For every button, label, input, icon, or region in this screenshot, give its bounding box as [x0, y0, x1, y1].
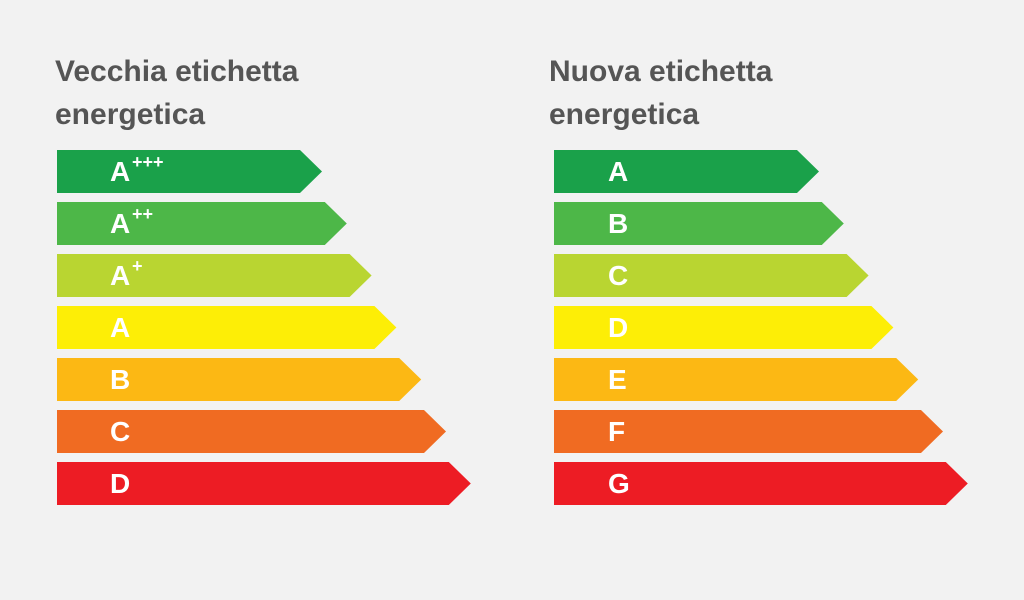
- energy-bar: [554, 462, 968, 505]
- class-letter: G: [608, 468, 630, 499]
- class-superscript: +++: [132, 152, 164, 172]
- energy-bar: [554, 410, 943, 453]
- class-letter: A: [110, 208, 130, 239]
- class-letter: E: [608, 364, 627, 395]
- class-letter: A: [110, 260, 130, 291]
- class-letter: F: [608, 416, 625, 447]
- left-title: Vecchia etichetta energetica: [55, 55, 299, 131]
- energy-bar: [57, 202, 347, 245]
- class-letter: B: [110, 364, 130, 395]
- right-title: Nuova etichetta energetica: [549, 55, 773, 131]
- class-letter: C: [110, 416, 130, 447]
- energy-bar: [57, 358, 422, 401]
- energy-bar: [554, 306, 894, 349]
- energy-bar: [57, 150, 322, 193]
- class-letter: A: [110, 156, 130, 187]
- energy-bar: [554, 202, 844, 245]
- energy-bar: [554, 358, 919, 401]
- energy-bar: [57, 254, 372, 297]
- energy-bar: [554, 254, 869, 297]
- class-letter: B: [608, 208, 628, 239]
- class-letter: C: [608, 260, 628, 291]
- class-superscript: +: [132, 256, 143, 276]
- class-letter: A: [110, 312, 130, 343]
- energy-bar: [57, 462, 471, 505]
- class-letter: D: [110, 468, 130, 499]
- class-letter: D: [608, 312, 628, 343]
- energy-bar: [57, 410, 446, 453]
- energy-bar: [554, 150, 819, 193]
- class-superscript: ++: [132, 204, 153, 224]
- energy-bar: [57, 306, 397, 349]
- class-letter: A: [608, 156, 628, 187]
